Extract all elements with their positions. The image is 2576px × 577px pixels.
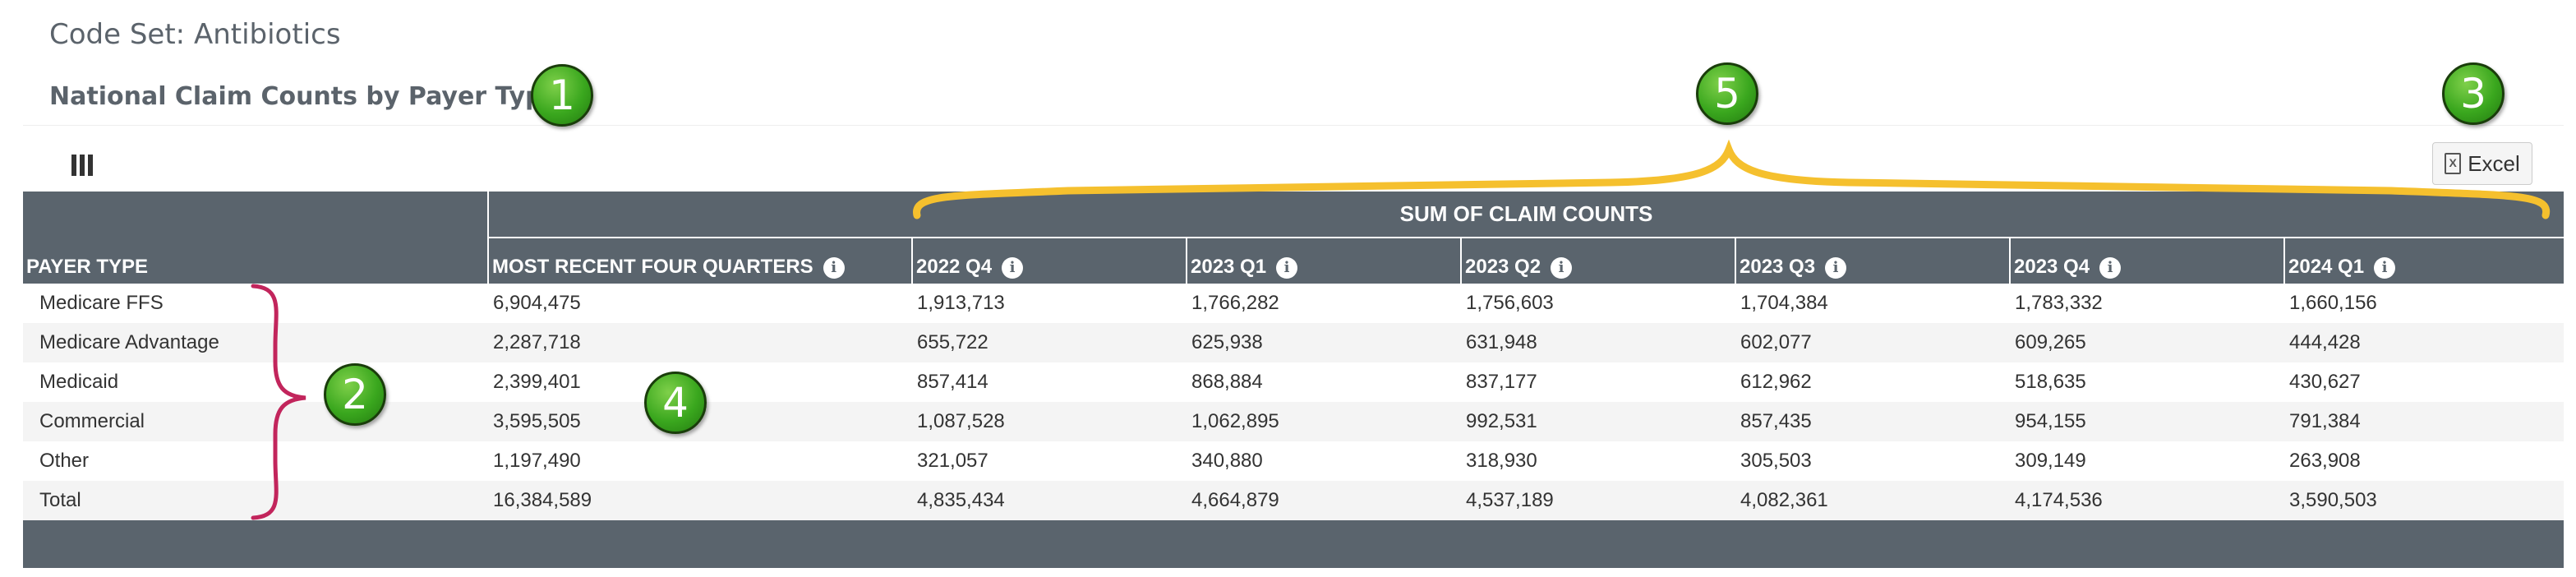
section-title: National Claim Counts by Payer Type — [49, 82, 560, 111]
info-icon[interactable]: i — [2374, 256, 2396, 279]
column-header-label: 2023 Q2 — [1465, 256, 1541, 278]
column-header[interactable]: MOST RECENT FOUR QUARTERS i — [487, 238, 912, 284]
claim-count-cell: 321,057 — [912, 441, 1187, 481]
claim-count-cell: 1,756,603 — [1461, 284, 1735, 323]
claim-count-cell: 1,783,332 — [2010, 284, 2284, 323]
info-icon[interactable]: i — [1002, 256, 1024, 279]
claim-count-cell: 1,913,713 — [912, 284, 1187, 323]
claim-count-cell: 609,265 — [2010, 323, 2284, 362]
annotation-marker-2: 2 — [324, 363, 386, 426]
column-header[interactable]: 2022 Q4 i — [911, 238, 1187, 284]
claim-count-cell: 2,287,718 — [488, 323, 912, 362]
column-header[interactable]: 2023 Q3 i — [1735, 238, 2010, 284]
column-header[interactable]: 2024 Q1 i — [2283, 238, 2564, 284]
claim-count-cell: 625,938 — [1187, 323, 1461, 362]
claim-count-cell: 318,930 — [1461, 441, 1735, 481]
claim-count-cell: 16,384,589 — [488, 481, 912, 520]
table-row: Medicaid 2,399,401 857,414 868,884 837,177 61… — [23, 362, 2564, 402]
claim-count-cell: 3,595,505 — [488, 402, 912, 441]
claim-count-cell: 791,384 — [2284, 402, 2564, 441]
claim-count-cell: 857,414 — [912, 362, 1187, 402]
claim-count-cell: 4,174,536 — [2010, 481, 2284, 520]
claim-count-cell: 868,884 — [1187, 362, 1461, 402]
table-panel: X Excel PAYER TYPE SUM OF CLAIM COUNTS M… — [23, 125, 2564, 569]
excel-export-button[interactable]: X Excel — [2432, 142, 2532, 185]
column-header[interactable]: 2023 Q1 i — [1186, 238, 1461, 284]
claim-count-cell: 4,537,189 — [1461, 481, 1735, 520]
table-footer — [23, 520, 2564, 568]
claim-count-cell: 518,635 — [2010, 362, 2284, 402]
claim-count-cell: 430,627 — [2284, 362, 2564, 402]
table-row: Medicare FFS 6,904,475 1,913,713 1,766,282 1… — [23, 284, 2564, 323]
column-header[interactable]: 2023 Q2 i — [1460, 238, 1735, 284]
code-set-title: Code Set: Antibiotics — [49, 18, 341, 51]
payer-type-cell: Total — [23, 481, 488, 520]
claim-count-cell: 1,197,490 — [488, 441, 912, 481]
payer-type-cell: Medicaid — [23, 362, 488, 402]
claim-count-cell: 954,155 — [2010, 402, 2284, 441]
table-row: Commercial 3,595,505 1,087,528 1,062,895 992… — [23, 402, 2564, 441]
claim-count-cell: 340,880 — [1187, 441, 1461, 481]
columns-icon-bar — [88, 155, 93, 176]
column-header-label: 2024 Q1 — [2288, 256, 2365, 278]
table-row: Other 1,197,490 321,057 340,880 318,930 305,5… — [23, 441, 2564, 481]
claim-count-cell: 1,766,282 — [1187, 284, 1461, 323]
annotation-marker-4: 4 — [644, 372, 707, 434]
payer-type-header: PAYER TYPE — [23, 192, 488, 284]
payer-type-cell: Other — [23, 441, 488, 481]
claim-count-cell: 1,704,384 — [1735, 284, 2010, 323]
columns-icon-bar — [71, 155, 76, 176]
column-header[interactable]: 2023 Q4 i — [2009, 238, 2284, 284]
column-header-label: 2023 Q3 — [1740, 256, 1816, 278]
claim-count-cell: 6,904,475 — [488, 284, 912, 323]
claim-count-cell: 857,435 — [1735, 402, 2010, 441]
claim-count-cell: 4,835,434 — [912, 481, 1187, 520]
claim-count-cell: 263,908 — [2284, 441, 2564, 481]
claim-count-cell: 309,149 — [2010, 441, 2284, 481]
claim-count-cell: 992,531 — [1461, 402, 1735, 441]
table-row: Medicare Advantage 2,287,718 655,722 625,93… — [23, 323, 2564, 362]
table-row: Total 16,384,589 4,835,434 4,664,879 4,537,1… — [23, 481, 2564, 520]
table-toolbar: X Excel — [23, 126, 2564, 192]
claim-count-cell: 1,660,156 — [2284, 284, 2564, 323]
claim-count-cell: 3,590,503 — [2284, 481, 2564, 520]
columns-icon-bar — [80, 155, 85, 176]
sum-claim-counts-header: SUM OF CLAIM COUNTS — [487, 192, 2564, 238]
info-icon[interactable]: i — [1276, 256, 1298, 279]
claim-count-cell: 1,062,895 — [1187, 402, 1461, 441]
annotation-marker-1: 1 — [531, 64, 593, 127]
claim-count-cell: 837,177 — [1461, 362, 1735, 402]
excel-file-icon: X — [2445, 153, 2462, 174]
column-header-label: MOST RECENT FOUR QUARTERS — [492, 256, 813, 278]
excel-button-label: Excel — [2468, 150, 2520, 176]
claim-count-cell: 612,962 — [1735, 362, 2010, 402]
claim-count-cell: 4,664,879 — [1187, 481, 1461, 520]
claim-count-cell: 655,722 — [912, 323, 1187, 362]
claim-count-cell: 602,077 — [1735, 323, 2010, 362]
payer-type-cell: Commercial — [23, 402, 488, 441]
column-header-label: 2023 Q4 — [2014, 256, 2090, 278]
annotation-marker-5: 5 — [1696, 62, 1758, 125]
info-icon[interactable]: i — [1551, 256, 1573, 279]
info-icon[interactable]: i — [1825, 256, 1847, 279]
info-icon[interactable]: i — [2099, 256, 2122, 279]
column-header-label: 2022 Q4 — [916, 256, 993, 278]
annotation-marker-3: 3 — [2442, 62, 2505, 125]
column-header-label: 2023 Q1 — [1191, 256, 1267, 278]
payer-type-cell: Medicare FFS — [23, 284, 488, 323]
payer-type-cell: Medicare Advantage — [23, 323, 488, 362]
columns-toggle-button[interactable] — [66, 149, 99, 182]
claim-count-cell: 305,503 — [1735, 441, 2010, 481]
claim-count-cell: 1,087,528 — [912, 402, 1187, 441]
info-icon[interactable]: i — [823, 256, 845, 279]
claim-count-cell: 4,082,361 — [1735, 481, 2010, 520]
claims-table: PAYER TYPE SUM OF CLAIM COUNTS MOST RECE… — [23, 192, 2564, 520]
claim-count-cell: 444,428 — [2284, 323, 2564, 362]
claim-count-cell: 631,948 — [1461, 323, 1735, 362]
